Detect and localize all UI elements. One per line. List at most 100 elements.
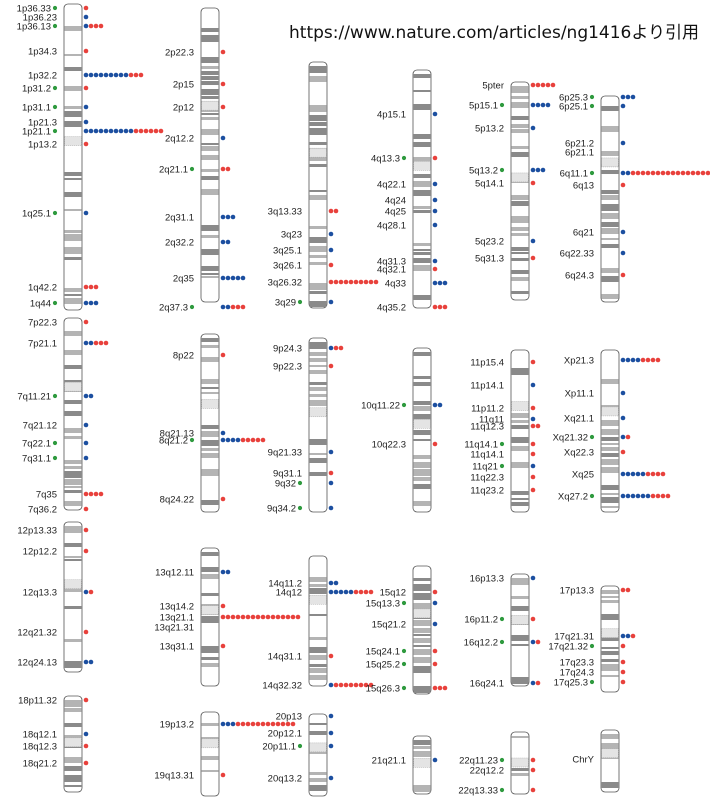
g-band xyxy=(511,596,529,599)
marker-dot-blue xyxy=(225,275,231,281)
marker-dot-blue xyxy=(225,214,231,220)
band-label: 4q25 xyxy=(385,206,406,217)
g-band xyxy=(309,122,327,126)
band-label: 7q21.12 xyxy=(23,420,57,431)
band-label: 2p12 xyxy=(173,102,194,113)
band-label: 3q29 xyxy=(275,297,296,308)
band-label: 21q21.1 xyxy=(372,755,406,766)
g-band xyxy=(413,638,431,643)
g-band xyxy=(64,192,82,197)
marker-dot-red xyxy=(88,284,94,290)
g-band xyxy=(64,757,82,763)
g-band xyxy=(413,477,431,481)
band-label: 20q13.2 xyxy=(268,773,302,784)
g-band xyxy=(601,651,619,655)
marker-dot-red xyxy=(625,434,631,440)
marker-dot-red xyxy=(275,721,281,727)
marker-dot-red xyxy=(343,279,349,285)
marker-dot-blue xyxy=(432,258,438,264)
marker-dot-red xyxy=(535,680,541,686)
band-label: 8q21.13 xyxy=(160,428,194,439)
marker-dot-red xyxy=(363,279,369,285)
band-label: 6q24.3 xyxy=(565,270,594,281)
marker-dot-blue xyxy=(225,304,231,310)
band-label: 1p32.2 xyxy=(28,70,57,81)
marker-dot-green xyxy=(499,167,505,173)
g-band xyxy=(64,247,82,254)
marker-dot-blue xyxy=(93,72,99,78)
marker-dot-blue xyxy=(88,72,94,78)
g-band xyxy=(309,226,327,229)
g-band xyxy=(511,368,529,375)
marker-dot-red xyxy=(690,170,696,176)
marker-dot-blue xyxy=(630,493,636,499)
g-band xyxy=(601,276,619,282)
g-band xyxy=(64,294,82,296)
marker-dot-red xyxy=(540,82,546,88)
marker-dot-red xyxy=(128,72,134,78)
marker-dot-blue xyxy=(108,128,114,134)
band-label: 3q13.33 xyxy=(268,206,302,217)
marker-dot-red xyxy=(650,471,656,477)
band-label: Xq22.3 xyxy=(564,447,594,458)
marker-dot-red xyxy=(530,441,536,447)
marker-dot-blue xyxy=(348,589,354,595)
band-label: 18q12.1 xyxy=(23,729,57,740)
marker-dot-green xyxy=(401,685,407,691)
band-label: 7q31.1 xyxy=(22,453,51,464)
g-band xyxy=(413,628,431,633)
g-band xyxy=(413,265,431,271)
marker-dot-green xyxy=(52,5,58,11)
g-band xyxy=(64,723,82,727)
marker-dot-red xyxy=(620,643,626,649)
g-band xyxy=(511,578,529,585)
g-band xyxy=(511,252,529,254)
marker-dot-red xyxy=(333,682,339,688)
g-band xyxy=(601,222,619,227)
band-label: 6q22.33 xyxy=(560,248,594,259)
marker-dot-red xyxy=(620,679,626,685)
marker-dot-blue xyxy=(88,659,94,665)
g-band xyxy=(64,490,82,493)
marker-dot-red xyxy=(432,441,438,447)
g-band xyxy=(511,446,529,451)
marker-dot-red xyxy=(220,772,226,778)
band-label: 11q22.3 xyxy=(470,472,504,483)
band-label: 5q31.3 xyxy=(475,253,504,264)
marker-dot-red xyxy=(230,614,236,620)
band-label: 13q21.1 xyxy=(160,612,194,623)
band-label: 16q24.1 xyxy=(470,678,504,689)
g-band xyxy=(309,246,327,252)
band-label: 15q13.3 xyxy=(366,598,400,609)
marker-dot-red xyxy=(158,128,164,134)
band-label: 1p36.13 xyxy=(17,21,51,32)
band-label: 6p25.1 xyxy=(559,101,588,112)
marker-dot-red xyxy=(660,493,666,499)
g-band xyxy=(201,500,219,505)
marker-dot-blue xyxy=(620,170,626,176)
band-label: 14q11.2 xyxy=(268,578,302,589)
band-label: 12q21.32 xyxy=(17,627,57,638)
band-label: 4q35.2 xyxy=(377,302,406,313)
marker-dot-blue xyxy=(328,247,334,253)
g-band xyxy=(309,237,327,243)
g-band xyxy=(309,387,327,391)
band-label: Xp21.3 xyxy=(564,355,594,366)
marker-dot-green xyxy=(189,304,195,310)
g-band xyxy=(309,105,327,112)
g-band xyxy=(601,485,619,490)
band-label: 11p15.4 xyxy=(470,357,504,368)
marker-dot-red xyxy=(260,614,266,620)
marker-dot-blue xyxy=(103,72,109,78)
g-band xyxy=(511,291,529,294)
marker-dot-green xyxy=(297,480,303,486)
marker-dot-blue xyxy=(535,167,541,173)
g-band xyxy=(309,255,327,258)
g-band xyxy=(413,584,431,591)
band-label: 2q37.3 xyxy=(159,302,188,313)
marker-dot-blue xyxy=(113,128,119,134)
g-band xyxy=(511,124,529,128)
marker-dot-green xyxy=(52,440,58,446)
marker-dot-green xyxy=(52,210,58,216)
